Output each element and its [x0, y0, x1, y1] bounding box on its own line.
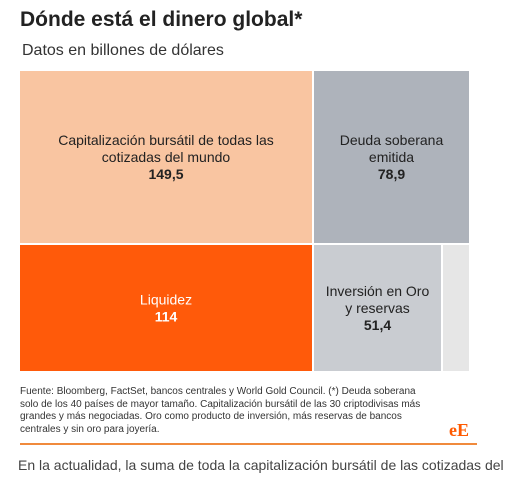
source-note: Fuente: Bloomberg, FactSet, bancos centr… — [20, 386, 460, 436]
treemap-value-label: 78,9 — [378, 166, 405, 182]
source-line: Fuente: Bloomberg, FactSet, bancos centr… — [20, 386, 416, 397]
treemap-value-label: 149,5 — [148, 166, 183, 182]
treemap-rect-other — [443, 245, 469, 371]
source-line: centrales y sin oro para joyería. — [20, 423, 160, 435]
treemap-rect-capitalizacion-bursatil-de-todas-las-cotizadas-del-mundo — [20, 71, 312, 243]
treemap-rect-inversion-en-oro-y-reservas — [314, 245, 441, 371]
treemap-label: y reservas — [345, 300, 410, 316]
article-body-text: En la actualidad, la suma de toda la cap… — [18, 457, 504, 473]
chart-subtitle: Datos en billones de dólares — [22, 42, 224, 59]
chart-title: Dónde está el dinero global* — [20, 8, 303, 31]
publisher-logo: eE — [449, 420, 469, 440]
treemap-label: Deuda soberana — [340, 132, 444, 148]
treemap-label: cotizadas del mundo — [102, 149, 231, 165]
treemap-value-label: 114 — [155, 309, 178, 325]
treemap-svg: Capitalización bursátil de todas lascoti… — [20, 71, 469, 371]
treemap: Capitalización bursátil de todas las coti… — [20, 71, 477, 371]
treemap-cell-capitalizacion-bursatil-de-todas-las-cotizadas-del-mundo: Capitalización bursátil de todas lascoti… — [20, 71, 312, 243]
treemap-rect-deuda-soberana-emitida — [314, 71, 469, 243]
treemap-label: Inversión en Oro — [326, 283, 430, 299]
treemap-value-label: 51,4 — [364, 317, 391, 333]
source-line: solo de los 40 países de mayor tamaño. C… — [20, 398, 421, 410]
divider — [20, 443, 477, 445]
treemap-rect-liquidez — [20, 245, 312, 371]
treemap-label: Liquidez — [140, 292, 192, 308]
treemap-label: Capitalización bursátil de todas las — [58, 132, 274, 148]
treemap-cell-other — [443, 245, 469, 371]
treemap-label: emitida — [369, 149, 414, 165]
source-line: grandes y más negociadas. Oro como produ… — [20, 411, 402, 422]
